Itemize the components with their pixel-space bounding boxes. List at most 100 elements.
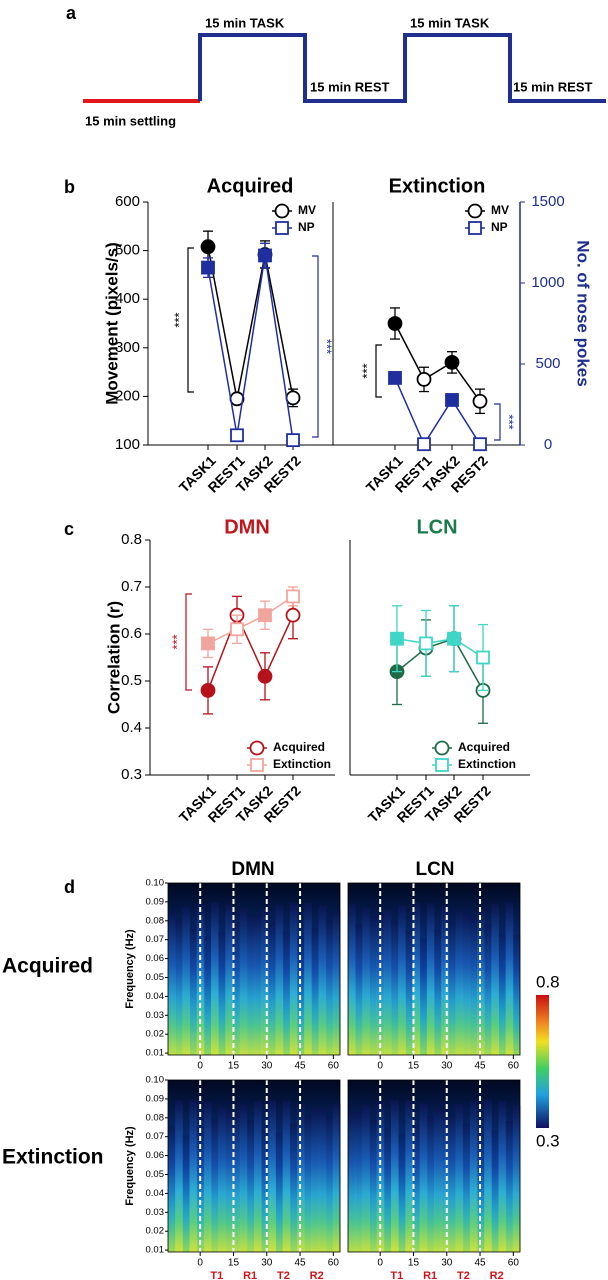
y-tick-label: 0.06	[146, 1150, 165, 1161]
y-tick-label: 0.02	[146, 1029, 165, 1040]
heatmap-texture	[484, 924, 492, 1055]
x-tick-label: 60	[508, 1061, 520, 1072]
legend-marker	[274, 203, 290, 219]
marker	[230, 428, 244, 443]
colorbar-label: 0.8	[536, 972, 560, 991]
panel-label: a	[66, 3, 77, 23]
heatmap-texture	[168, 911, 176, 1055]
x-tick-label: 60	[328, 1061, 340, 1072]
heatmap-texture	[376, 913, 385, 1055]
heatmap-texture	[434, 929, 442, 1055]
heatmap-texture	[405, 1100, 413, 1252]
x-tick-label: 45	[294, 1258, 306, 1269]
heatmap-texture	[369, 1119, 378, 1252]
y-tick-label: 0.05	[146, 1169, 165, 1180]
x-tick-label: 30	[441, 1258, 453, 1269]
x-tick-label: 45	[474, 1061, 486, 1072]
x-tick-label: 60	[508, 1258, 520, 1269]
heatmap-texture	[362, 908, 370, 1055]
series-line	[394, 323, 481, 402]
heatmap-texture	[448, 920, 456, 1055]
heatmap-texture	[225, 904, 233, 1055]
legend-marker	[434, 740, 450, 756]
task-rest-line	[198, 33, 606, 103]
period-label: T2	[277, 1270, 290, 1280]
y2-axis-label: No. of nose pokes	[574, 240, 593, 386]
heatmap-texture	[211, 902, 219, 1055]
marker	[444, 354, 460, 370]
period-label: 15 min TASK	[205, 15, 285, 30]
series-line	[396, 637, 484, 691]
marker	[258, 608, 272, 623]
significance-label: ***	[359, 363, 374, 378]
marker	[473, 437, 487, 452]
heatmap-texture	[175, 1100, 183, 1252]
heatmap-texture	[275, 904, 284, 1055]
heatmap-texture	[369, 916, 378, 1055]
y-tick-label: 0.5	[121, 672, 142, 689]
heatmap-texture	[268, 1099, 276, 1252]
marker	[258, 248, 272, 263]
y-tick-label: 0.09	[146, 896, 165, 907]
heatmap-texture	[196, 1127, 205, 1252]
x-tick-label: 45	[294, 1061, 306, 1072]
heatmap-texture	[512, 1105, 521, 1252]
period-label: R2	[490, 1270, 504, 1280]
heatmap-texture	[426, 903, 435, 1055]
significance-label: ***	[502, 414, 517, 429]
legend-label: Acquired	[273, 740, 325, 754]
heatmap-texture	[168, 1125, 176, 1252]
marker	[285, 390, 301, 406]
period-label: 15 min settling	[85, 113, 176, 128]
x-tick-label: 0	[377, 1061, 383, 1072]
heatmap-texture	[491, 1130, 499, 1252]
y-tick-label: 400	[115, 290, 140, 307]
legend-marker	[250, 758, 264, 772]
heatmap-texture	[355, 1111, 363, 1252]
heatmap-texture	[491, 904, 499, 1055]
y-tick-label: 0.01	[146, 1048, 165, 1059]
x-tick-label: 0	[197, 1258, 203, 1269]
legend-marker	[468, 221, 482, 235]
heatmap-texture	[232, 1112, 241, 1252]
y-tick-label: 0.07	[146, 1131, 165, 1142]
chart-title: DMN	[231, 859, 274, 880]
heatmap-texture	[254, 914, 262, 1055]
heatmap-texture	[469, 916, 478, 1055]
heatmap-texture	[318, 1108, 327, 1252]
period-label: 15 min REST	[310, 79, 390, 94]
y-tick-label: 200	[115, 387, 140, 404]
significance-bracket	[312, 255, 319, 438]
period-label: T1	[210, 1270, 223, 1280]
heatmap-texture	[289, 902, 298, 1055]
heatmap-texture	[218, 1106, 226, 1252]
significance-label: ***	[169, 634, 184, 649]
heatmap-texture	[462, 913, 471, 1055]
chart-title: DMN	[224, 516, 270, 538]
heatmap-texture	[225, 1111, 233, 1252]
panel-label: d	[64, 877, 75, 897]
marker	[417, 437, 431, 452]
heatmap-texture	[348, 1112, 356, 1252]
chart-title: LCN	[416, 516, 457, 538]
heatmap-texture	[391, 921, 399, 1055]
plot-frame	[347, 882, 521, 1056]
significance-bracket	[187, 247, 194, 393]
y-tick-label: 0.08	[146, 915, 165, 926]
heatmap-texture	[455, 910, 464, 1055]
legend-marker	[467, 203, 483, 219]
heatmap-texture	[412, 1124, 421, 1252]
y-tick-label: 0.04	[146, 1188, 165, 1199]
y-tick-label: 0.04	[146, 991, 165, 1002]
x-tick-label: 45	[474, 1258, 486, 1269]
colorbar	[536, 995, 549, 1128]
period-label: T1	[390, 1270, 403, 1280]
heatmap-texture	[434, 1108, 442, 1252]
heatmap-texture	[311, 1108, 319, 1252]
heatmap-texture	[441, 1109, 449, 1252]
heatmap-texture	[261, 909, 269, 1055]
x-tick-label: 30	[261, 1061, 273, 1072]
heatmap-texture	[455, 1103, 464, 1252]
legend-label: MV	[491, 203, 509, 217]
